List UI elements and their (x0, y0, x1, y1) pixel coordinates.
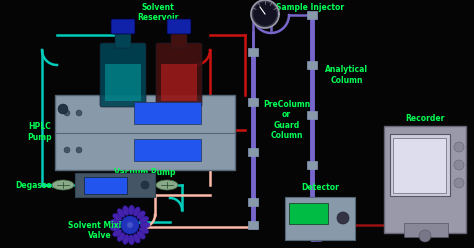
Text: Analytical
Column: Analytical Column (325, 65, 368, 85)
Ellipse shape (128, 205, 135, 215)
FancyBboxPatch shape (167, 19, 191, 34)
Circle shape (454, 142, 464, 152)
FancyBboxPatch shape (248, 198, 258, 206)
FancyBboxPatch shape (285, 197, 355, 240)
Circle shape (58, 104, 68, 114)
FancyBboxPatch shape (307, 11, 317, 19)
Ellipse shape (117, 209, 125, 217)
FancyBboxPatch shape (390, 134, 450, 196)
FancyBboxPatch shape (248, 98, 258, 106)
FancyBboxPatch shape (307, 111, 317, 119)
FancyBboxPatch shape (248, 48, 258, 56)
FancyBboxPatch shape (248, 148, 258, 156)
Ellipse shape (140, 222, 150, 228)
FancyBboxPatch shape (307, 161, 317, 169)
Text: Detector: Detector (301, 183, 339, 192)
Ellipse shape (110, 225, 120, 231)
Polygon shape (254, 3, 276, 25)
Circle shape (454, 160, 464, 170)
FancyBboxPatch shape (100, 43, 146, 107)
Circle shape (76, 147, 82, 153)
Text: Degasser: Degasser (15, 181, 55, 189)
Ellipse shape (123, 235, 129, 244)
FancyBboxPatch shape (55, 95, 235, 170)
FancyBboxPatch shape (393, 137, 447, 192)
Ellipse shape (133, 207, 140, 216)
Text: HPLC
Pump: HPLC Pump (27, 122, 52, 142)
Text: Solvent Mixing
Valve: Solvent Mixing Valve (68, 221, 132, 240)
FancyBboxPatch shape (307, 61, 317, 69)
Circle shape (419, 230, 431, 242)
Ellipse shape (139, 216, 149, 223)
Circle shape (64, 147, 70, 153)
Circle shape (76, 110, 82, 116)
Polygon shape (251, 0, 279, 28)
FancyBboxPatch shape (111, 19, 135, 34)
FancyBboxPatch shape (134, 102, 201, 124)
Ellipse shape (156, 180, 178, 190)
Ellipse shape (128, 235, 135, 245)
Circle shape (337, 212, 349, 224)
Ellipse shape (123, 206, 129, 216)
Ellipse shape (137, 231, 146, 239)
FancyBboxPatch shape (290, 203, 328, 223)
FancyBboxPatch shape (307, 221, 317, 229)
Ellipse shape (113, 214, 122, 221)
Ellipse shape (52, 180, 74, 190)
Ellipse shape (133, 234, 140, 243)
Ellipse shape (113, 229, 122, 237)
Ellipse shape (139, 227, 149, 234)
Text: Vacuum Pump: Vacuum Pump (114, 168, 176, 177)
Text: Sample Injector: Sample Injector (276, 3, 344, 12)
FancyBboxPatch shape (248, 221, 258, 229)
Circle shape (64, 110, 70, 116)
Text: PreColumn
or
Guard
Column: PreColumn or Guard Column (263, 100, 310, 140)
FancyBboxPatch shape (156, 43, 202, 107)
FancyBboxPatch shape (84, 177, 128, 193)
Text: Recorder: Recorder (405, 114, 445, 123)
Ellipse shape (110, 219, 120, 225)
Circle shape (454, 178, 464, 188)
Circle shape (141, 181, 149, 189)
FancyBboxPatch shape (105, 64, 141, 101)
Text: Solvent
Reservoir: Solvent Reservoir (137, 3, 179, 22)
FancyBboxPatch shape (161, 64, 197, 101)
FancyBboxPatch shape (134, 139, 201, 161)
FancyBboxPatch shape (404, 223, 448, 237)
Circle shape (121, 216, 139, 234)
Ellipse shape (117, 233, 125, 241)
FancyBboxPatch shape (384, 126, 466, 233)
Ellipse shape (137, 211, 146, 219)
Circle shape (127, 222, 133, 228)
FancyBboxPatch shape (171, 30, 187, 48)
FancyBboxPatch shape (115, 30, 131, 48)
FancyBboxPatch shape (75, 173, 155, 197)
